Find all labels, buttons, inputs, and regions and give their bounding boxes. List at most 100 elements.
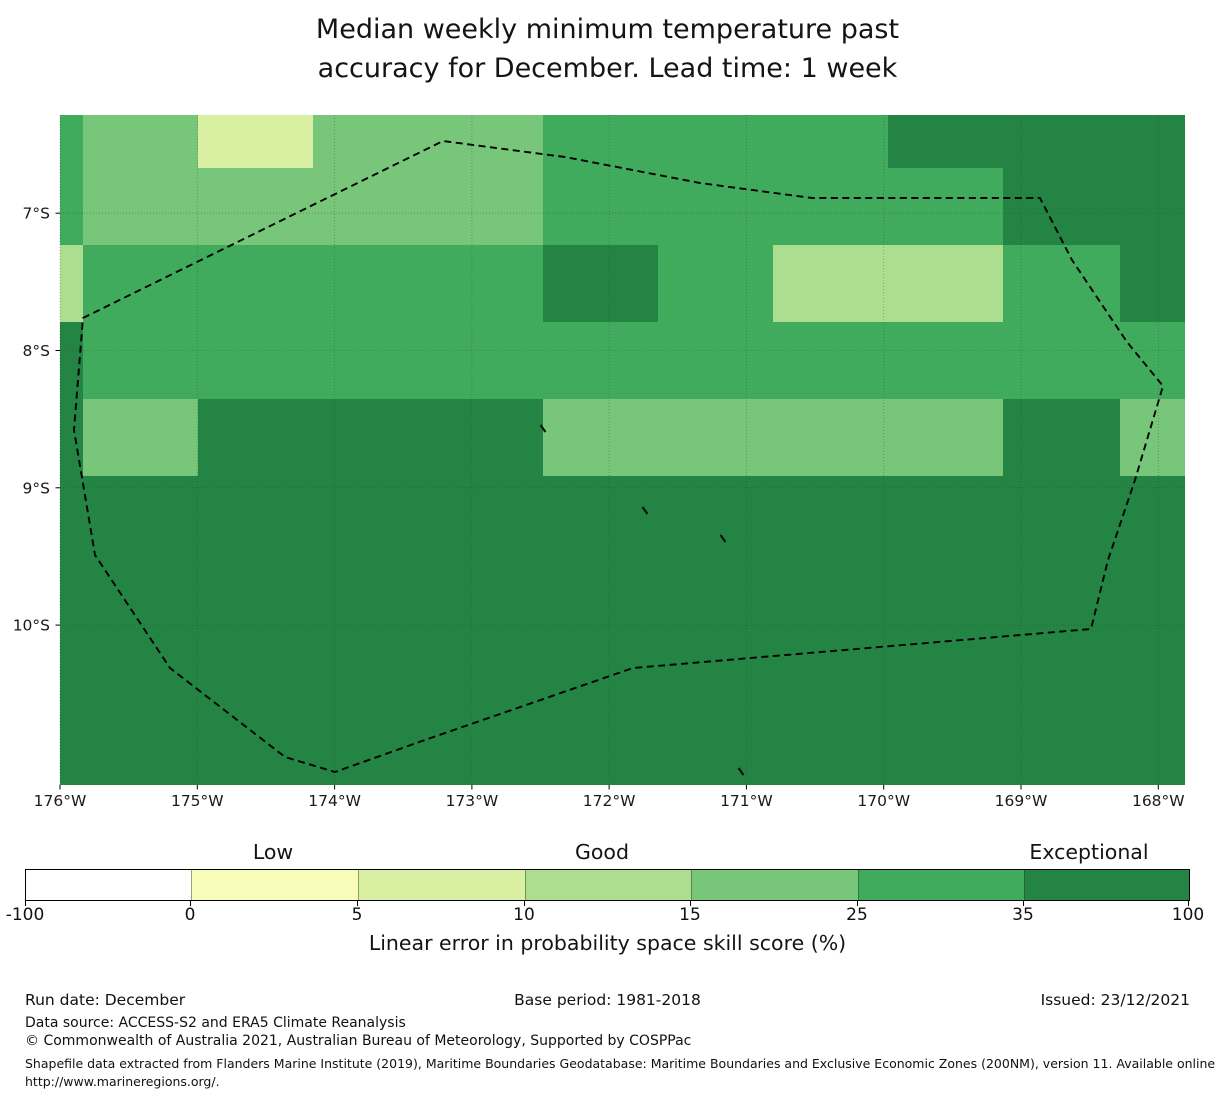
y-axis-tick-label: 9°S (23, 479, 50, 497)
shapefile-credit-line1: Shapefile data extracted from Flanders M… (25, 1056, 1215, 1071)
map-cell (1003, 707, 1120, 785)
map-cell (1120, 322, 1185, 399)
map-cell (888, 476, 1003, 553)
map-cell (313, 115, 428, 168)
map-cell (888, 322, 1003, 399)
map-cell (658, 553, 773, 630)
colorbar-segment (858, 870, 1024, 900)
colorbar-segment (358, 870, 525, 900)
map-cell (658, 476, 773, 553)
map-cell (313, 168, 428, 245)
colorbar-tick-label: 10 (513, 905, 535, 925)
map-cell (1003, 630, 1120, 707)
map-cell (658, 245, 773, 322)
map-cell (313, 245, 428, 322)
map-plot: 176°W 175°W 174°W 173°W 172°W 171°W 170°W 169°W… (13, 115, 1185, 810)
map-cell (543, 476, 658, 553)
map-cell (60, 707, 83, 785)
colorbar (25, 869, 1190, 901)
map-cell (1003, 322, 1120, 399)
map-cell (543, 553, 658, 630)
map-cell (428, 630, 543, 707)
colorbar-tick (190, 901, 192, 906)
map-cell (543, 399, 658, 476)
y-axis-tick-label: 7°S (23, 205, 50, 223)
map-cell (83, 115, 198, 168)
colorbar-segment (26, 870, 191, 900)
island-mark (641, 506, 649, 515)
issued-date-text: Issued: 23/12/2021 (1040, 991, 1190, 1009)
map-cell (543, 322, 658, 399)
run-date-text: Run date: December (25, 991, 186, 1009)
map-cell (83, 476, 198, 553)
chart-title-line2: accuracy for December. Lead time: 1 week (317, 53, 898, 84)
map-cell (60, 553, 83, 630)
map-cell (313, 322, 428, 399)
map-cell (543, 245, 658, 322)
map-cell (198, 476, 313, 553)
colorbar-tick-label: 35 (1012, 905, 1034, 925)
colorbar-category-label: Exceptional (1029, 840, 1149, 864)
map-cell (428, 476, 543, 553)
x-axis-tick-label: 171°W (720, 792, 773, 810)
map-cell (1120, 630, 1185, 707)
x-axis-tick-label: 168°W (1132, 792, 1185, 810)
island-mark (737, 767, 745, 776)
map-cell (658, 630, 773, 707)
colorbar-tick-label: 5 (351, 905, 363, 925)
map-cell (428, 322, 543, 399)
map-cell (658, 322, 773, 399)
colorbar-tick-label: -100 (5, 905, 45, 925)
map-cell (313, 399, 428, 476)
map-cell (83, 168, 198, 245)
map-cell (83, 399, 198, 476)
map-cell (60, 476, 83, 553)
x-axis-tick-label: 174°W (308, 792, 361, 810)
chart-title-line1: Median weekly minimum temperature past (315, 14, 900, 45)
colorbar-category-label: Low (252, 840, 294, 864)
map-cell (198, 168, 313, 245)
map-cell (888, 245, 1003, 322)
x-axis-tick-label: 176°W (34, 792, 87, 810)
map-cell (543, 168, 658, 245)
base-period-text: Base period: 1981-2018 (514, 991, 701, 1009)
map-cell (658, 168, 773, 245)
map-cell (888, 168, 1003, 245)
map-cell (83, 322, 198, 399)
data-source-text: Data source: ACCESS-S2 and ERA5 Climate … (25, 1015, 406, 1031)
map-cell (773, 630, 888, 707)
map-cell (60, 630, 83, 707)
map-cell (1003, 553, 1120, 630)
colorbar-tick (1188, 901, 1190, 906)
colorbar-axis-label: Linear error in probability space skill … (368, 931, 847, 955)
y-axis-tick-label: 10°S (13, 617, 50, 635)
map-cell (1003, 476, 1120, 553)
colorbar-tick (25, 901, 27, 906)
map-cell (773, 553, 888, 630)
map-cell (60, 245, 83, 322)
colorbar-tick-label: 15 (679, 905, 701, 925)
map-cell (888, 707, 1003, 785)
colorbar-tick-label: 0 (184, 905, 196, 925)
x-axis-tick-label: 169°W (995, 792, 1048, 810)
map-cell (83, 630, 198, 707)
map-cell (60, 115, 83, 168)
map-cell (1120, 553, 1185, 630)
map-cell (658, 115, 773, 168)
chart-title: Median weekly minimum temperature past a… (0, 10, 1215, 88)
map-cell (83, 707, 198, 785)
colorbar-tick (690, 901, 692, 906)
map-cell (198, 322, 313, 399)
colorbar-tick (524, 901, 526, 906)
map-cell (198, 245, 313, 322)
x-axis-tick-label: 173°W (446, 792, 499, 810)
shapefile-credit-line2: http://www.marineregions.org/. (25, 1074, 220, 1089)
map-cell (428, 245, 543, 322)
y-axis-tick-label: 8°S (23, 342, 50, 360)
map-cell (1003, 399, 1120, 476)
colorbar-segment (691, 870, 858, 900)
map-cell (543, 707, 658, 785)
x-axis-tick-label: 170°W (857, 792, 910, 810)
colorbar-tick (857, 901, 859, 906)
